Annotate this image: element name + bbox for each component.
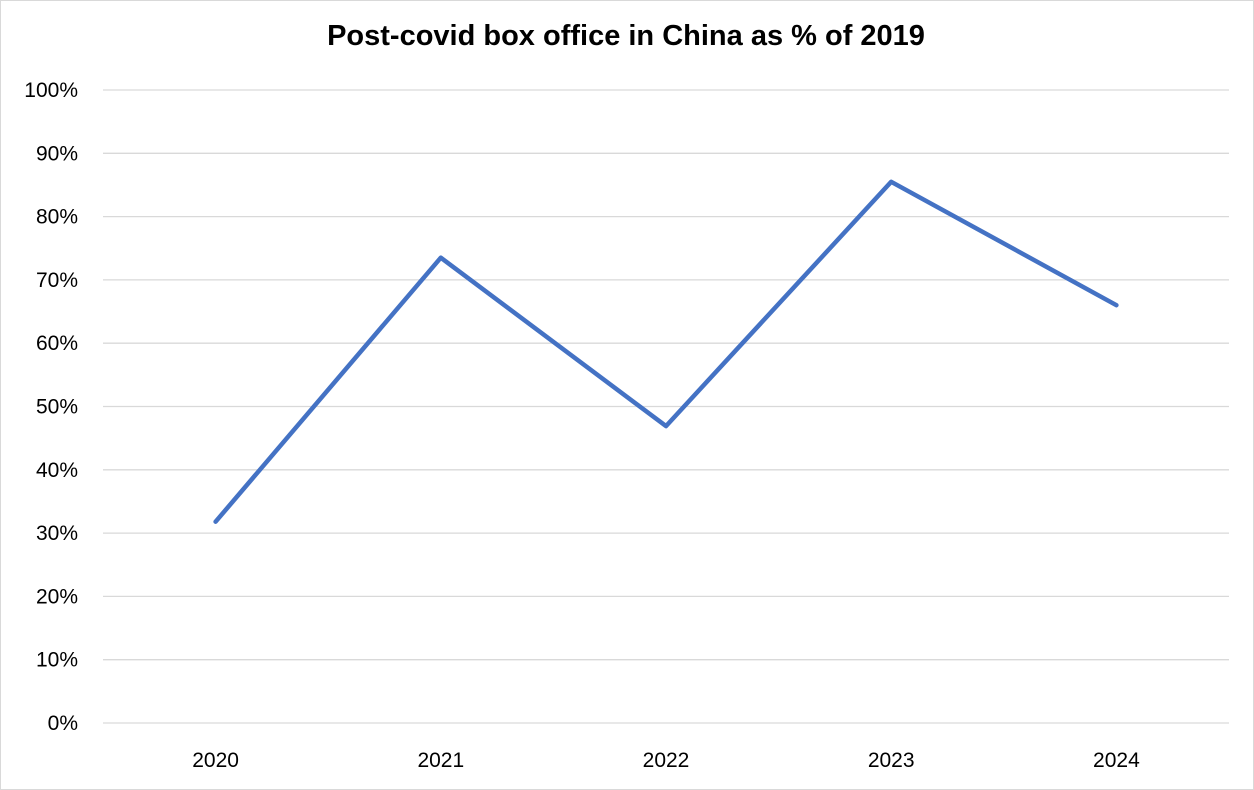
y-tick-label: 40% bbox=[36, 459, 78, 482]
y-tick-label: 50% bbox=[36, 396, 78, 419]
chart-title: Post-covid box office in China as % of 2… bbox=[327, 20, 925, 52]
series-line bbox=[213, 179, 1119, 524]
y-tick-label: 100% bbox=[24, 79, 78, 102]
gridlines bbox=[103, 89, 1229, 724]
x-tick-label: 2020 bbox=[192, 749, 239, 772]
y-tick-label: 70% bbox=[36, 269, 78, 292]
y-tick-label: 0% bbox=[48, 712, 78, 735]
y-tick-label: 80% bbox=[36, 206, 78, 229]
x-axis-tick-labels: 2020 2021 2022 2023 2024 bbox=[192, 749, 1140, 772]
y-tick-label: 30% bbox=[36, 522, 78, 545]
series-layer bbox=[213, 179, 1119, 524]
x-tick-label: 2023 bbox=[868, 749, 915, 772]
y-axis-tick-labels: 0% 10% 20% 30% 40% 50% 60% 70% 80% 90% 100% bbox=[24, 79, 78, 735]
x-tick-label: 2024 bbox=[1093, 749, 1140, 772]
x-tick-label: 2022 bbox=[643, 749, 690, 772]
x-tick-label: 2021 bbox=[417, 749, 464, 772]
y-tick-label: 20% bbox=[36, 585, 78, 608]
y-tick-label: 90% bbox=[36, 142, 78, 165]
y-tick-label: 60% bbox=[36, 332, 78, 355]
y-tick-label: 10% bbox=[36, 649, 78, 672]
